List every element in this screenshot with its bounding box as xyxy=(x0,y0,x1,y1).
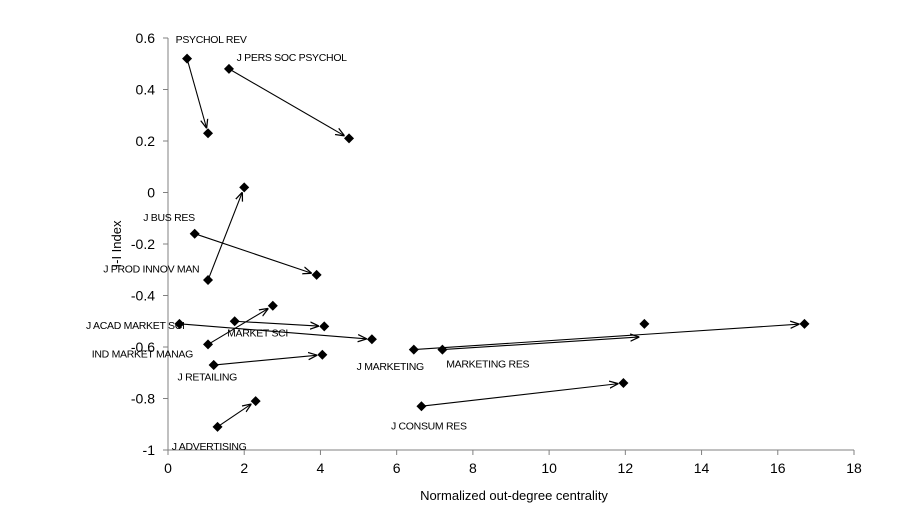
y-tick-label: -1 xyxy=(143,442,156,458)
data-point xyxy=(639,318,650,329)
x-tick-label: 2 xyxy=(240,460,248,476)
data-point xyxy=(229,316,240,327)
point-label: J PERS SOC PSYCHOL xyxy=(237,52,348,64)
data-point xyxy=(319,321,330,332)
arrow xyxy=(228,68,344,136)
y-tick-label: -0.2 xyxy=(131,236,155,252)
arrow xyxy=(234,320,319,326)
x-tick-label: 10 xyxy=(541,460,557,476)
point-label: J CONSUM RES xyxy=(391,420,467,432)
x-tick-label: 18 xyxy=(846,460,862,476)
arrow xyxy=(194,233,311,273)
data-point xyxy=(203,339,214,350)
arrow xyxy=(207,193,242,281)
arrow xyxy=(421,384,617,407)
data-point xyxy=(208,360,219,371)
data-point xyxy=(618,378,629,389)
x-tick-label: 12 xyxy=(618,460,634,476)
y-tick-label: 0 xyxy=(147,185,155,201)
data-point xyxy=(250,396,261,407)
y-tick-label: 0.2 xyxy=(136,133,156,149)
data-point xyxy=(189,228,200,239)
data-point xyxy=(408,344,419,355)
point-label: J PROD INNOV MAN xyxy=(103,263,199,275)
data-point xyxy=(182,53,193,64)
arrow xyxy=(179,323,365,339)
x-tick-label: 6 xyxy=(393,460,401,476)
y-axis-ticks: 0.6 0.4 0.2 0 -0.2 -0.4 -0.6 -0.8 -1 xyxy=(131,30,168,458)
x-tick-label: 8 xyxy=(469,460,477,476)
y-tick-label: -0.6 xyxy=(131,339,155,355)
arrow xyxy=(217,404,251,428)
data-point xyxy=(366,334,377,345)
point-label: J BUS RES xyxy=(143,212,195,224)
x-tick-label: 0 xyxy=(164,460,172,476)
data-point xyxy=(317,349,328,360)
point-label: IND MARKET MANAG xyxy=(92,348,193,360)
arrow xyxy=(413,324,799,351)
arrow xyxy=(186,58,206,128)
point-layer xyxy=(174,53,810,432)
x-tick-label: 4 xyxy=(317,460,325,476)
data-point xyxy=(416,401,427,412)
arrow xyxy=(207,309,268,345)
data-point xyxy=(344,133,355,144)
x-tick-label: 16 xyxy=(770,460,786,476)
x-axis-title: Normalized out-degree centrality xyxy=(420,488,608,503)
arrow-layer xyxy=(179,58,799,428)
point-label: MARKETING RES xyxy=(446,359,529,371)
point-label: J ADVERTISING xyxy=(172,441,247,453)
point-label: J ACAD MARKET SCI xyxy=(86,320,185,332)
data-point xyxy=(437,344,448,355)
point-label: J MARKETING xyxy=(357,361,424,373)
data-point xyxy=(223,63,234,74)
data-point xyxy=(239,182,250,193)
y-tick-label: -0.4 xyxy=(131,288,155,304)
point-label: PSYCHOL REV xyxy=(176,34,247,46)
data-point xyxy=(799,318,810,329)
x-tick-label: 14 xyxy=(694,460,710,476)
data-point xyxy=(212,421,223,432)
annotation-layer: PSYCHOL REV J PERS SOC PSYCHOL J BUS RES J … xyxy=(86,34,530,453)
point-label: J RETAILING xyxy=(178,371,238,383)
arrow xyxy=(213,355,317,366)
y-axis-title: I-I Index xyxy=(109,220,124,267)
data-point xyxy=(174,318,185,329)
plot-area: 0 2 4 6 8 10 12 14 16 18 0.6 0.4 0.2 0 -0.2 -0.4 -0.6 -0… xyxy=(86,30,862,476)
y-tick-label: -0.8 xyxy=(131,391,155,407)
data-point xyxy=(311,269,322,280)
data-point xyxy=(203,275,214,286)
point-label: MARKET SCI xyxy=(227,328,288,340)
x-axis-ticks: 0 2 4 6 8 10 12 14 16 18 xyxy=(164,450,862,476)
y-tick-label: 0.6 xyxy=(136,30,156,46)
data-point xyxy=(203,128,214,139)
data-point xyxy=(267,300,278,311)
y-tick-label: 0.4 xyxy=(136,82,156,98)
arrow xyxy=(442,337,638,351)
